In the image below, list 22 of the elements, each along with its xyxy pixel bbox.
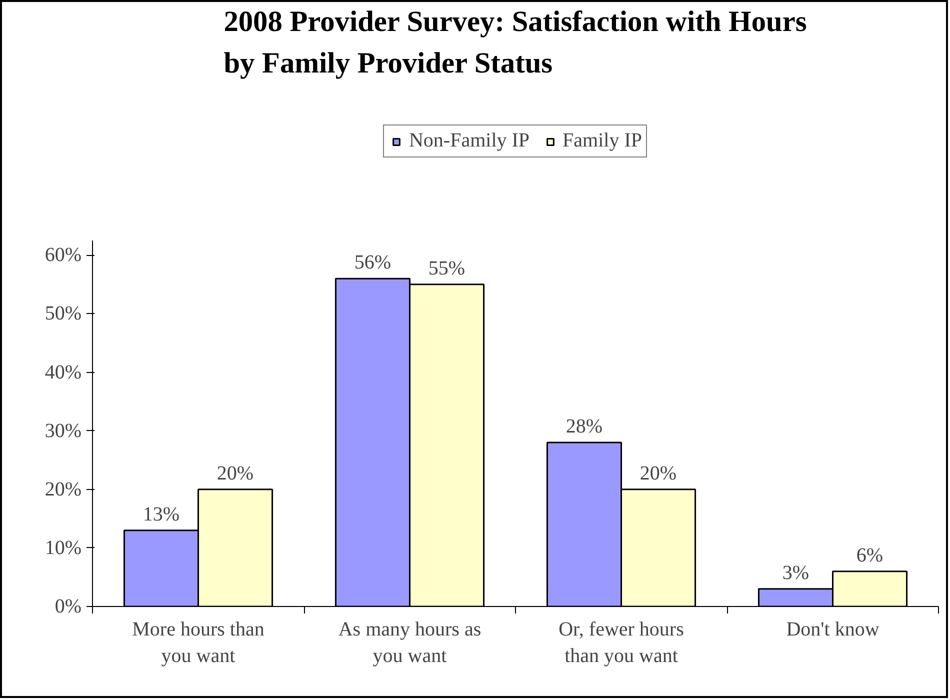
y-tick-label: 0% — [54, 596, 82, 618]
data-label: 56% — [354, 252, 392, 274]
y-tick-label: 60% — [44, 244, 82, 266]
y-tick-label: 40% — [44, 361, 82, 384]
y-tick-label: 30% — [44, 420, 82, 442]
data-label: 55% — [428, 257, 466, 280]
y-tick-label: 50% — [44, 302, 82, 325]
data-label: 28% — [566, 416, 603, 438]
data-label: 3% — [782, 562, 810, 584]
x-tick-label: As many hours as you want — [338, 618, 482, 667]
data-label: 20% — [640, 462, 677, 484]
data-label: 13% — [142, 503, 180, 526]
x-tick-label: More hours than you want — [132, 618, 264, 667]
x-tick-label: Or, fewer hours than you want — [558, 618, 684, 667]
legend-label: Non-Family IP — [408, 130, 530, 152]
data-label: 6% — [856, 544, 884, 566]
y-tick-label: 10% — [44, 536, 82, 559]
chart-title: 2008 Provider Survey: Satisfaction with Hours by Family Provider Status — [224, 6, 807, 80]
legend-label: Family IP — [562, 130, 642, 152]
data-label: 20% — [216, 462, 254, 484]
y-tick-label: 20% — [44, 478, 82, 500]
x-tick-label: Don't know — [786, 618, 880, 640]
